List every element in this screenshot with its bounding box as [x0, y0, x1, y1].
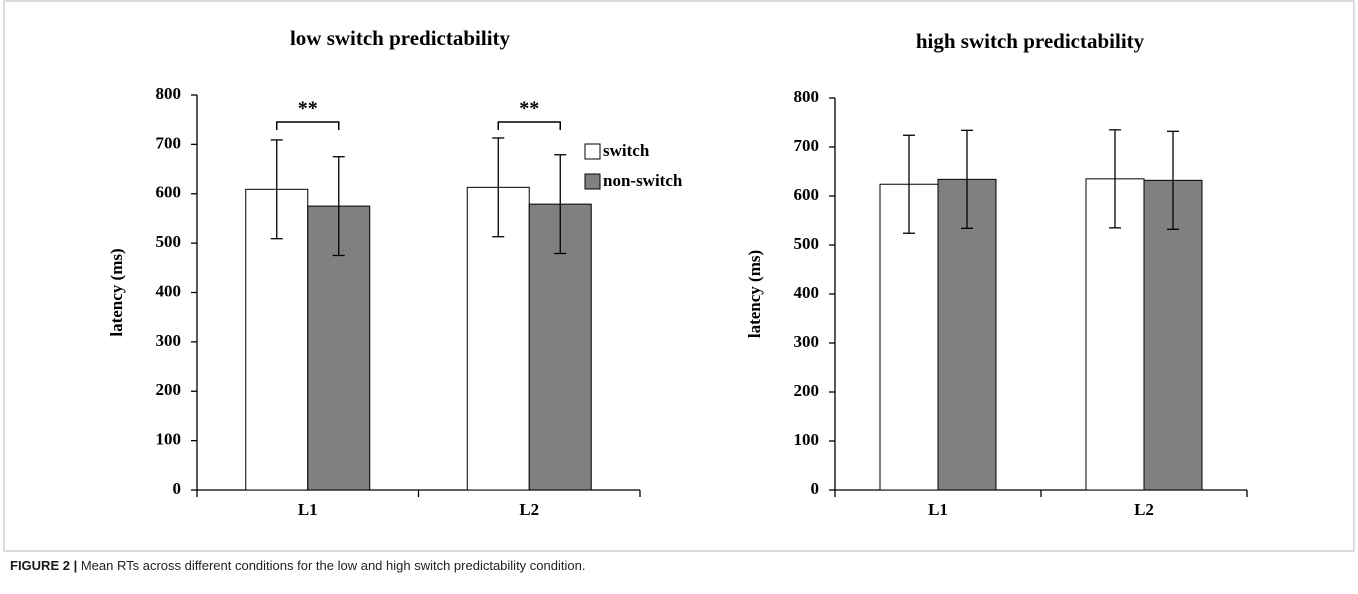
chart-title: low switch predictability [290, 26, 511, 50]
y-tick-label: 500 [794, 234, 820, 253]
bar [937, 178, 997, 491]
y-tick-label: 500 [156, 232, 182, 251]
legend-label: switch [603, 141, 650, 160]
y-tick-label: 300 [156, 331, 182, 350]
y-tick-label: 200 [794, 381, 820, 400]
y-axis-label: latency (ms) [107, 248, 126, 336]
legend-swatch [584, 143, 601, 160]
figure-frame [3, 0, 1355, 552]
bar [879, 183, 939, 491]
x-tick-label: L2 [1134, 500, 1154, 519]
y-axis-label: latency (ms) [745, 250, 764, 338]
significance-bracket [276, 121, 340, 130]
x-tick-label: L1 [298, 500, 318, 519]
significance-bracket [497, 121, 561, 130]
y-tick-label: 700 [794, 136, 820, 155]
significance-label: ** [298, 98, 318, 120]
x-tick-label: L1 [928, 500, 948, 519]
y-tick-label: 0 [173, 479, 182, 498]
y-tick-label: 100 [794, 430, 820, 449]
y-tick-label: 200 [156, 380, 182, 399]
bar [1085, 178, 1145, 491]
legend-swatch [584, 173, 601, 190]
y-tick-label: 700 [156, 133, 182, 152]
y-tick-label: 400 [156, 281, 182, 300]
chart-title: high switch predictability [916, 29, 1145, 53]
y-tick-label: 300 [794, 332, 820, 351]
y-tick-label: 0 [811, 479, 820, 498]
y-tick-label: 800 [794, 87, 820, 106]
caption-label: FIGURE 2 | [10, 558, 78, 573]
legend-label: non-switch [603, 171, 683, 190]
y-tick-label: 600 [156, 183, 182, 202]
bar [466, 186, 530, 491]
y-tick-label: 800 [156, 84, 182, 103]
caption-text: Mean RTs across different conditions for… [80, 558, 586, 573]
bar [1143, 179, 1203, 491]
y-tick-label: 600 [794, 185, 820, 204]
caption: FIGURE 2 | Mean RTs across different con… [10, 558, 585, 573]
x-tick-label: L2 [519, 500, 539, 519]
significance-label: ** [519, 98, 539, 120]
y-tick-label: 100 [156, 430, 182, 449]
y-tick-label: 400 [794, 283, 820, 302]
